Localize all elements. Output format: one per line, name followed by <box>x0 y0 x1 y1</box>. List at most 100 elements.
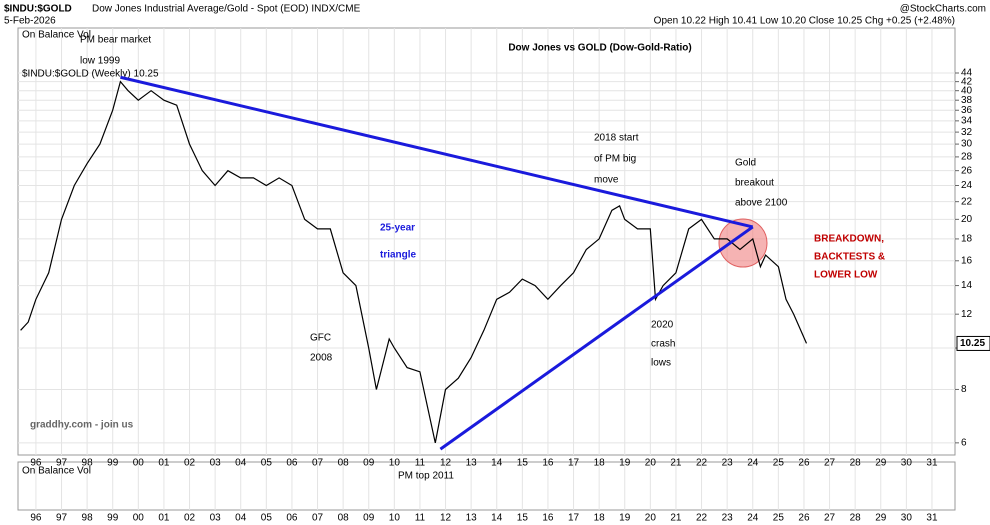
x-tick-label: 01 <box>158 458 170 469</box>
x-tick-label: 25 <box>773 513 785 524</box>
x-tick-label: 98 <box>82 458 94 469</box>
x-tick-label: 20 <box>645 458 657 469</box>
x-tick-label: 27 <box>824 513 836 524</box>
x-tick-label: 12 <box>440 513 452 524</box>
x-tick-label: 25 <box>773 458 785 469</box>
y-tick-label: 8 <box>961 384 967 395</box>
y-tick-label: 40 <box>961 85 973 96</box>
x-tick-label: 09 <box>363 513 375 524</box>
x-tick-label: 13 <box>466 458 478 469</box>
x-tick-label: 08 <box>338 458 350 469</box>
x-tick-label: 22 <box>696 458 708 469</box>
y-tick-label: 24 <box>961 180 973 191</box>
chart-title: Dow Jones vs GOLD (Dow-Gold-Ratio) <box>508 43 691 54</box>
annotation: PM bear market <box>80 35 151 46</box>
y-tick-label: 20 <box>961 214 973 225</box>
x-tick-label: 23 <box>722 458 734 469</box>
y-tick-label: 6 <box>961 437 967 448</box>
x-tick-label: 03 <box>210 458 222 469</box>
trendline <box>120 75 754 229</box>
date: 5-Feb-2026 <box>4 16 56 27</box>
x-tick-label: 30 <box>901 513 913 524</box>
x-tick-label: 31 <box>926 458 938 469</box>
x-tick-label: 10 <box>389 513 401 524</box>
x-tick-label: 09 <box>363 458 375 469</box>
annotation: 2020 <box>651 320 674 331</box>
annotation: BACKTESTS & <box>814 252 885 263</box>
last-value-label: 10.25 <box>960 338 985 349</box>
annotation: 2018 start <box>594 133 639 144</box>
x-tick-label: 97 <box>56 513 68 524</box>
x-tick-label: 30 <box>901 458 913 469</box>
x-tick-label: 00 <box>133 513 145 524</box>
x-tick-label: 10 <box>389 458 401 469</box>
x-tick-label: 19 <box>619 513 631 524</box>
x-tick-label: 28 <box>850 513 862 524</box>
x-tick-label: 06 <box>286 513 298 524</box>
x-tick-label: 99 <box>107 513 119 524</box>
x-tick-label: 08 <box>338 513 350 524</box>
highlight-circle <box>718 218 768 268</box>
annotation: of PM big <box>594 154 636 165</box>
x-tick-label: 96 <box>30 513 42 524</box>
annotation: triangle <box>380 250 417 261</box>
y-tick-label: 22 <box>961 196 973 207</box>
price-panel <box>17 27 956 456</box>
x-tick-label: 19 <box>619 458 631 469</box>
x-tick-label: 18 <box>594 458 606 469</box>
x-tick-label: 03 <box>210 513 222 524</box>
annotation: Gold <box>735 158 756 169</box>
x-tick-label: 97 <box>56 458 68 469</box>
x-tick-label: 20 <box>645 513 657 524</box>
x-tick-label: 13 <box>466 513 478 524</box>
y-tick-label: 44 <box>961 68 973 79</box>
annotation: low 1999 <box>80 56 120 67</box>
x-tick-label: 24 <box>747 458 759 469</box>
header-desc: Dow Jones Industrial Average/Gold - Spot… <box>92 4 361 15</box>
x-tick-label: 16 <box>542 513 554 524</box>
x-tick-label: 17 <box>568 458 580 469</box>
x-tick-label: 07 <box>312 458 324 469</box>
y-tick-label: 30 <box>961 139 973 150</box>
x-tick-label: 27 <box>824 458 836 469</box>
x-tick-label: 04 <box>235 458 247 469</box>
x-tick-label: 29 <box>875 513 887 524</box>
y-tick-label: 12 <box>961 309 973 320</box>
x-tick-label: 29 <box>875 458 887 469</box>
obv-legend-top: On Balance Vol <box>22 30 91 41</box>
y-tick-label: 42 <box>961 76 973 87</box>
ohlc: Open 10.22 High 10.41 Low 10.20 Close 10… <box>654 16 955 27</box>
x-tick-label: 18 <box>594 513 606 524</box>
x-tick-label: 16 <box>542 458 554 469</box>
source: @StockCharts.com <box>900 4 986 15</box>
annotation: 2008 <box>310 353 333 364</box>
x-tick-label: 01 <box>158 513 170 524</box>
x-tick-label: 23 <box>722 513 734 524</box>
x-tick-label: 21 <box>670 458 682 469</box>
symbol: $INDU:$GOLD <box>4 4 72 15</box>
annotation: LOWER LOW <box>814 270 878 281</box>
annotation: crash <box>651 339 675 350</box>
x-tick-label: 04 <box>235 513 247 524</box>
x-tick-label: 26 <box>798 458 810 469</box>
annotation: 25-year <box>380 223 415 234</box>
x-tick-label: 11 <box>415 513 426 524</box>
x-tick-label: 14 <box>491 513 503 524</box>
y-tick-label: 16 <box>961 255 973 266</box>
annotation: breakout <box>735 178 774 189</box>
y-tick-label: 36 <box>961 105 973 116</box>
x-tick-label: 05 <box>261 513 273 524</box>
x-tick-label: 11 <box>415 458 426 469</box>
x-tick-label: 28 <box>850 458 862 469</box>
x-tick-label: 99 <box>107 458 119 469</box>
y-tick-label: 14 <box>961 280 973 291</box>
y-tick-label: 26 <box>961 165 973 176</box>
x-tick-label: 15 <box>517 458 529 469</box>
x-tick-label: 21 <box>670 513 682 524</box>
x-tick-label: 22 <box>696 513 708 524</box>
y-tick-label: 28 <box>961 152 973 163</box>
annotation: PM top 2011 <box>398 471 454 482</box>
x-tick-label: 15 <box>517 513 529 524</box>
